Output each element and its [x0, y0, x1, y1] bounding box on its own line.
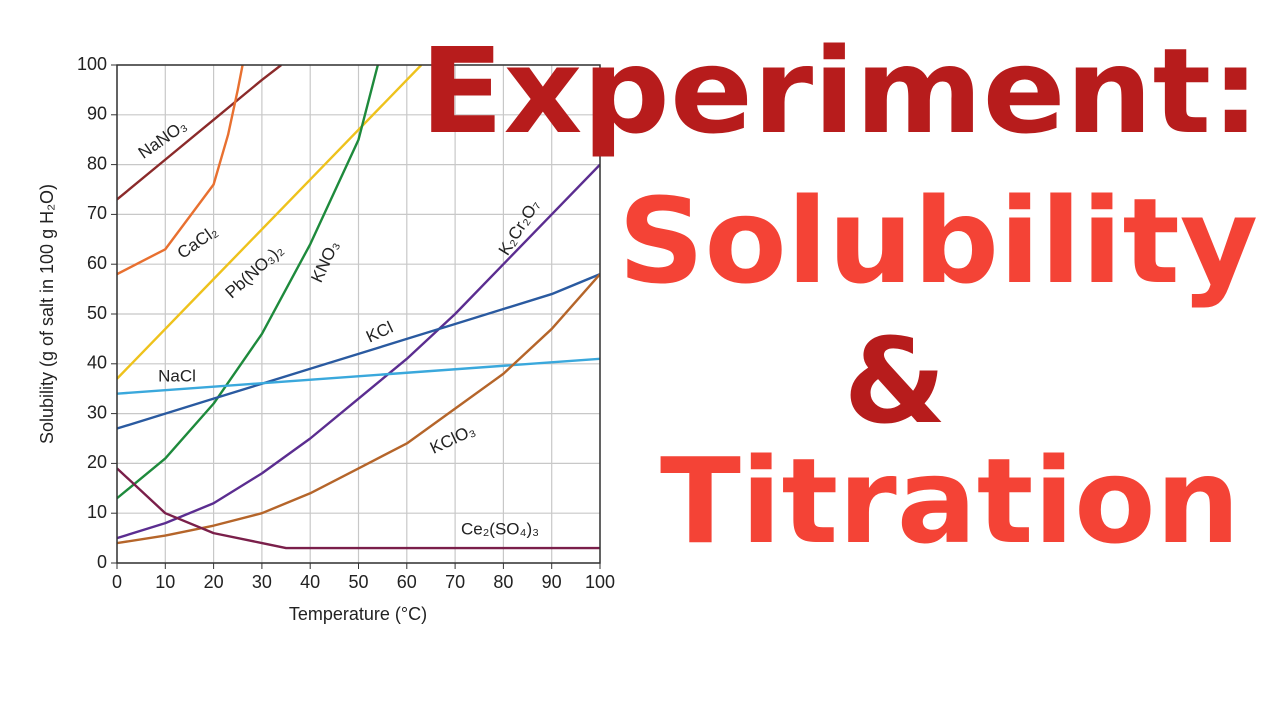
y-tick-label: 80	[87, 153, 107, 173]
solubility-curve	[117, 65, 379, 500]
curve-label: Ce₂(SO₄)₃	[461, 519, 539, 538]
curves	[117, 65, 600, 550]
x-tick-label: 90	[542, 572, 562, 592]
x-tick-label: 0	[112, 572, 122, 592]
solubility-curve	[117, 65, 423, 380]
solubility-curve	[117, 273, 600, 430]
x-axis-label: Temperature (°C)	[289, 604, 427, 624]
solubility-curve	[117, 357, 600, 395]
x-tick-label: 20	[204, 572, 224, 592]
y-axis-label: Solubility (g of salt in 100 g H₂O)	[37, 184, 57, 444]
y-tick-label: 30	[87, 402, 107, 422]
y-tick-label: 40	[87, 353, 107, 373]
curve-label: NaCl	[158, 366, 196, 385]
x-tick-label: 100	[585, 572, 615, 592]
y-tick-label: 50	[87, 303, 107, 323]
x-tick-label: 70	[445, 572, 465, 592]
y-tick-label: 20	[87, 452, 107, 472]
y-tick-label: 100	[77, 54, 107, 74]
headline-line: Titration	[660, 432, 1240, 570]
solubility-curve	[117, 163, 600, 540]
y-tick-label: 90	[87, 104, 107, 124]
x-tick-label: 40	[300, 572, 320, 592]
x-tick-label: 80	[493, 572, 513, 592]
x-tick-label: 10	[155, 572, 175, 592]
solubility-curve	[117, 467, 600, 550]
x-tick-label: 60	[397, 572, 417, 592]
y-tick-label: 0	[97, 552, 107, 572]
headline-line: Experiment:	[420, 22, 1260, 160]
y-tick-label: 70	[87, 203, 107, 223]
headline-line: Solubility	[618, 172, 1258, 310]
solubility-curve	[117, 65, 282, 201]
x-tick-label: 50	[348, 572, 368, 592]
y-tick-label: 10	[87, 502, 107, 522]
x-tick-label: 30	[252, 572, 272, 592]
solubility-curve	[117, 273, 600, 545]
solubility-curve	[117, 65, 244, 276]
headline-line: &	[844, 312, 947, 450]
y-tick-label: 60	[87, 253, 107, 273]
